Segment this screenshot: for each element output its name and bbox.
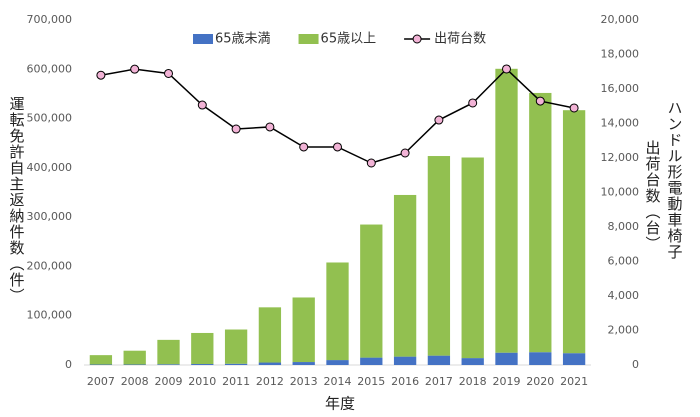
- x-tick-label: 2012: [256, 375, 284, 388]
- legend-label: 65歳以上: [321, 32, 377, 47]
- line-marker: [333, 142, 342, 152]
- x-tick-label: 2010: [188, 375, 216, 388]
- y2-tick-label: 4,000: [608, 289, 640, 302]
- line-marker: [231, 124, 241, 134]
- y-axis-title: 運転免許自主返納件数（件）: [8, 96, 26, 304]
- bar-segment: [427, 355, 451, 365]
- bar-segment: [360, 224, 383, 358]
- x-tick-label: 2011: [222, 375, 250, 388]
- bar-segment: [495, 352, 518, 365]
- line-marker: [468, 98, 478, 108]
- line-marker: [535, 96, 545, 106]
- legend-swatch: [298, 34, 319, 44]
- line-marker: [502, 64, 511, 74]
- y2-tick-label: 18,000: [601, 48, 640, 61]
- y-tick-label: 600,000: [27, 62, 73, 75]
- y-tick-label: 700,000: [27, 13, 73, 26]
- bar-segment: [224, 363, 248, 365]
- bar-segment: [292, 362, 315, 365]
- bar-segment: [123, 350, 146, 365]
- x-tick-label: 2018: [459, 375, 487, 388]
- legend-swatch: [193, 34, 213, 44]
- bar-segment: [461, 358, 484, 365]
- y2-tick-label: 14,000: [601, 117, 640, 130]
- line-marker: [164, 68, 173, 78]
- bar-segment: [529, 92, 552, 353]
- line-marker: [434, 115, 444, 125]
- y2-axis-title: ハンドル形電動車椅子: [666, 100, 684, 260]
- y2-axis-title: 出荷台数（台）: [644, 140, 662, 252]
- legend-label: 出荷台数: [434, 32, 486, 47]
- bar-segment: [326, 360, 349, 365]
- bar-segment: [393, 194, 417, 357]
- x-tick-label: 2015: [357, 375, 385, 388]
- y-tick-label: 400,000: [27, 161, 73, 174]
- x-tick-label: 2016: [391, 375, 419, 388]
- bar-segment: [495, 68, 518, 353]
- y-tick-label: 500,000: [27, 112, 73, 125]
- y-tick-label: 200,000: [27, 259, 73, 272]
- bar-segment: [258, 307, 282, 363]
- bar-segment: [427, 156, 451, 356]
- line-marker: [569, 103, 579, 113]
- x-tick-label: 2007: [87, 375, 115, 388]
- bar-segment: [292, 297, 315, 363]
- bar-segment: [191, 332, 214, 365]
- line-marker: [265, 122, 275, 132]
- bar-segment: [157, 364, 180, 365]
- line-marker: [96, 70, 106, 80]
- bar-segment: [224, 329, 248, 364]
- y-tick-label: 100,000: [27, 309, 73, 322]
- bar-segment: [562, 353, 586, 365]
- legend-label: 65歳未満: [215, 32, 271, 47]
- y-tick-label: 300,000: [27, 210, 73, 223]
- y2-tick-label: 6,000: [608, 255, 640, 268]
- bar-segment: [529, 352, 552, 365]
- x-axis-title: 年度: [325, 395, 355, 413]
- legend-marker: [412, 34, 422, 44]
- bar-segment: [562, 110, 586, 354]
- bar-segment: [326, 262, 349, 361]
- x-tick-label: 2021: [560, 375, 588, 388]
- y2-tick-label: 0: [632, 358, 639, 371]
- line-marker: [400, 148, 410, 158]
- y2-tick-label: 16,000: [601, 82, 640, 95]
- bar-segment: [191, 364, 214, 365]
- line-marker: [130, 64, 140, 74]
- x-tick-label: 2013: [290, 375, 318, 388]
- bar-segment: [157, 339, 180, 365]
- y2-tick-label: 8,000: [608, 220, 640, 233]
- bar-segment: [360, 357, 383, 365]
- line-marker: [299, 142, 309, 152]
- x-tick-label: 2014: [324, 375, 352, 388]
- x-tick-label: 2020: [526, 375, 554, 388]
- y2-tick-label: 2,000: [608, 324, 640, 337]
- x-tick-label: 2017: [425, 375, 453, 388]
- bar-segment: [89, 355, 113, 365]
- x-tick-label: 2019: [493, 375, 521, 388]
- y2-tick-label: 10,000: [601, 186, 640, 199]
- x-tick-label: 2008: [121, 375, 149, 388]
- bar-segment: [258, 362, 282, 365]
- bar-segment: [461, 157, 484, 359]
- line-marker: [197, 100, 207, 110]
- y2-tick-label: 12,000: [601, 151, 640, 164]
- y-tick-label: 0: [65, 358, 72, 371]
- bar-segment: [393, 356, 417, 365]
- y2-tick-label: 20,000: [601, 13, 640, 26]
- x-tick-label: 2009: [155, 375, 183, 388]
- line-marker: [366, 158, 376, 168]
